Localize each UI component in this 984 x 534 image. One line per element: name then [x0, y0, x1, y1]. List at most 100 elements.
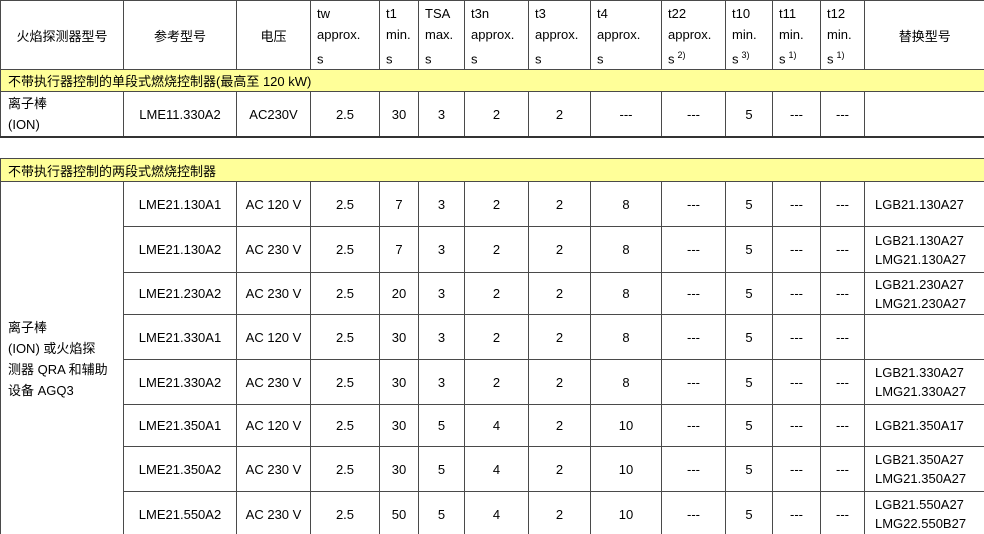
value-cell-tsa: 3 — [418, 226, 465, 274]
replacement-cell: LGB21.350A17 — [864, 404, 984, 448]
value-cell-t10: 5 — [725, 91, 773, 138]
value-cell-tsa: 3 — [418, 272, 465, 316]
value-cell-t22: --- — [661, 226, 726, 274]
value-cell-tw: 2.5 — [310, 181, 380, 228]
value-cell-tw: 2.5 — [310, 446, 380, 493]
value-cell-t11: --- — [772, 91, 821, 138]
value-cell-t10: 5 — [725, 314, 773, 361]
value-cell-t22: --- — [661, 359, 726, 406]
value-cell-t12: --- — [820, 359, 865, 406]
section1-data-row: 离子棒 (ION) LME11.330A2 AC230V 2.5 30 3 2 … — [0, 91, 984, 138]
value-cell-t12: --- — [820, 181, 865, 228]
value-cell-t22: --- — [661, 491, 726, 534]
value-cell-t4: 10 — [590, 491, 662, 534]
col-header-tw: tw approx. s — [310, 0, 380, 71]
value-cell-tw: 2.5 — [310, 359, 380, 406]
detector-cell-section1: 离子棒 (ION) — [0, 91, 124, 138]
value-cell-t1: 30 — [379, 446, 419, 493]
reference-cell: LME21.130A1 — [123, 181, 237, 228]
value-cell-t12: --- — [820, 314, 865, 361]
table-row: 离子棒 (ION) 或火焰探 测器 QRA 和辅助 设备 AGQ3 LME21.130A… — [0, 181, 984, 534]
value-cell-t4: 8 — [590, 314, 662, 361]
reference-cell: LME21.550A2 — [123, 491, 237, 534]
value-cell-t22: --- — [661, 314, 726, 361]
spacer-row — [0, 135, 984, 160]
value-cell-t11: --- — [772, 491, 821, 534]
value-cell-tw: 2.5 — [310, 404, 380, 448]
value-cell-t4: --- — [590, 91, 662, 138]
table-row: LME21.550A2 AC 230 V 2.5 50 5 4 2 10 --- 5 --- --- L… — [1, 491, 984, 534]
value-cell-t11: --- — [772, 181, 821, 228]
value-cell-t4: 8 — [590, 359, 662, 406]
value-cell-t4: 10 — [590, 404, 662, 448]
col-header-t22: t22 approx. s 2) — [661, 0, 726, 71]
value-cell-tw: 2.5 — [310, 226, 380, 274]
value-cell-t10: 5 — [725, 181, 773, 228]
voltage-cell: AC 230 V — [236, 226, 311, 274]
value-cell-tsa: 3 — [418, 91, 465, 138]
value-cell-tsa: 3 — [418, 181, 465, 228]
reference-cell: LME11.330A2 — [123, 91, 237, 138]
value-cell-t12: --- — [820, 272, 865, 316]
value-cell-t3: 2 — [528, 181, 591, 228]
value-cell-t10: 5 — [725, 404, 773, 448]
value-cell-t11: --- — [772, 272, 821, 316]
value-cell-tw: 2.5 — [310, 314, 380, 361]
table-row: LME21.350A2 AC 230 V 2.5 30 5 4 2 10 --- 5 --- --- L… — [1, 446, 984, 493]
reference-cell: LME21.350A1 — [123, 404, 237, 448]
voltage-cell: AC 120 V — [236, 181, 311, 228]
replacement-cell: LGB21.230A27 LMG21.230A27 — [864, 272, 984, 316]
value-cell-t10: 5 — [725, 272, 773, 316]
replacement-cell: LGB21.330A27 LMG21.330A27 — [864, 359, 984, 406]
value-cell-t12: --- — [820, 491, 865, 534]
value-cell-t3: 2 — [528, 359, 591, 406]
value-cell-t1: 7 — [379, 181, 419, 228]
section2-banner-row: 不带执行器控制的两段式燃烧控制器 — [0, 158, 984, 183]
reference-cell: LME21.330A2 — [123, 359, 237, 406]
value-cell-t3: 2 — [528, 446, 591, 493]
value-cell-t3: 2 — [528, 272, 591, 316]
voltage-cell: AC 230 V — [236, 359, 311, 406]
col-header-tsa: TSA max. s — [418, 0, 465, 71]
col-header-t12: t12 min. s 1) — [820, 0, 865, 71]
spacer-cell — [0, 135, 984, 160]
value-cell-t1: 20 — [379, 272, 419, 316]
value-cell-t3: 2 — [528, 314, 591, 361]
value-cell-tsa: 3 — [418, 359, 465, 406]
table-row: LME21.230A2 AC 230 V 2.5 20 3 2 2 8 --- 5 --- --- LG… — [1, 272, 984, 316]
value-cell-t1: 30 — [379, 359, 419, 406]
voltage-cell: AC 230 V — [236, 491, 311, 534]
section2-banner: 不带执行器控制的两段式燃烧控制器 — [0, 158, 984, 183]
section1-banner-row: 不带执行器控制的单段式燃烧控制器(最高至 120 kW) — [0, 69, 984, 93]
table-row: LME21.130A2 AC 230 V 2.5 7 3 2 2 8 --- 5 --- --- LGB… — [1, 226, 984, 274]
value-cell-t3n: 2 — [464, 91, 529, 138]
value-cell-t4: 10 — [590, 446, 662, 493]
value-cell-t10: 5 — [725, 491, 773, 534]
value-cell-t22: --- — [661, 446, 726, 493]
value-cell-t12: --- — [820, 226, 865, 274]
value-cell-tw: 2.5 — [310, 91, 380, 138]
col-header-detector: 火焰探测器型号 — [0, 0, 124, 71]
value-cell-t3: 2 — [528, 226, 591, 274]
replacement-cell: LGB21.130A27 — [864, 181, 984, 228]
value-cell-t3: 2 — [528, 91, 591, 138]
value-cell-t22: --- — [661, 181, 726, 228]
value-cell-t3n: 2 — [464, 314, 529, 361]
col-header-t3: t3 approx. s — [528, 0, 591, 71]
value-cell-t3n: 2 — [464, 181, 529, 228]
value-cell-t3n: 4 — [464, 491, 529, 534]
value-cell-tsa: 5 — [418, 446, 465, 493]
voltage-cell: AC230V — [236, 91, 311, 138]
voltage-cell: AC 230 V — [236, 272, 311, 316]
value-cell-t12: --- — [820, 446, 865, 493]
value-cell-tw: 2.5 — [310, 491, 380, 534]
value-cell-tsa: 3 — [418, 314, 465, 361]
value-cell-t1: 7 — [379, 226, 419, 274]
value-cell-t12: --- — [820, 404, 865, 448]
value-cell-t22: --- — [661, 91, 726, 138]
col-header-t1: t1 min. s — [379, 0, 419, 71]
value-cell-t1: 30 — [379, 404, 419, 448]
value-cell-t1: 30 — [379, 314, 419, 361]
col-header-t10: t10 min. s 3) — [725, 0, 773, 71]
